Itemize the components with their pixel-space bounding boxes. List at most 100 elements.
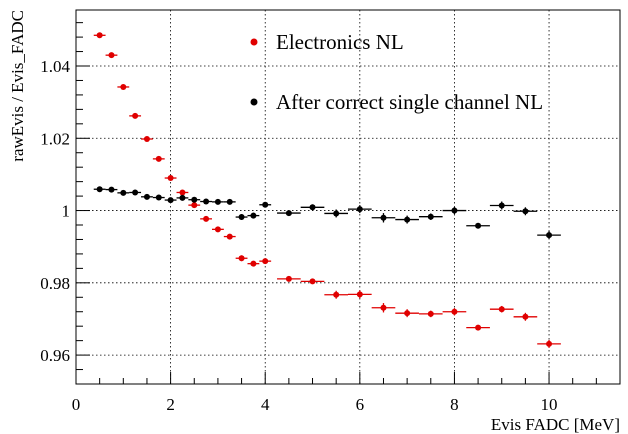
data-point [537,231,561,240]
data-point [141,193,153,200]
data-point [300,278,325,285]
data-point [348,290,372,299]
x-tick-label: 0 [72,395,81,414]
data-point [176,189,189,196]
point-marker [238,214,245,221]
point-marker [179,189,186,196]
data-point [188,196,201,203]
data-point [277,210,301,217]
data-point [93,32,106,39]
data-point [395,309,419,318]
legend-entry-electronics: Electronics NL [250,30,404,54]
data-point [223,233,236,240]
point-marker [226,198,233,205]
y-tick-label: 0.96 [40,346,70,365]
point-marker [132,189,139,196]
data-point [466,222,490,229]
point-marker [262,201,269,208]
data-point [418,213,443,220]
data-point [105,186,118,193]
data-point [176,194,189,201]
data-point [152,155,165,162]
data-point [300,204,325,211]
legend-marker-electronics [250,38,258,46]
x-tick-label: 8 [450,395,459,414]
y-tick-label: 1 [62,202,71,221]
data-point [247,260,260,267]
point-marker [167,175,174,182]
point-marker [214,226,221,233]
data-point [324,209,348,218]
legend-entry-after-correction: After correct single channel NL [250,90,543,114]
point-marker [333,291,340,298]
data-point [200,215,212,222]
data-point [442,206,467,215]
legend-marker-after-correction [250,98,258,106]
data-point [105,52,118,59]
axis-ticks [75,22,597,385]
point-marker [214,198,221,205]
data-point [395,215,419,224]
x-tick-label: 10 [541,395,558,414]
data-point [489,305,514,313]
x-tick-label: 2 [166,395,175,414]
point-marker [191,202,198,209]
legend-label-after-correction: After correct single channel NL [276,90,543,114]
point-marker [203,215,210,222]
legend: Electronics NL After correct single chan… [250,30,543,114]
data-point [164,175,177,182]
point-marker [155,194,162,201]
tick-labels: 0 2 4 6 8 10 0.96 0.98 1 1.02 1.04 [40,57,557,414]
point-marker [427,310,434,317]
point-marker [167,197,174,204]
point-marker [96,186,103,193]
y-tick-label: 0.98 [40,274,70,293]
point-marker [522,208,529,215]
point-marker [356,206,363,213]
data-point [247,212,260,219]
point-marker [451,207,458,214]
x-tick-label: 4 [261,395,270,414]
point-marker [203,198,210,205]
point-marker [120,83,127,90]
point-marker [475,222,482,229]
data-point [371,213,396,223]
y-tick-label: 1.04 [40,57,70,76]
point-marker [285,210,292,217]
point-marker [262,258,269,265]
point-marker [285,275,292,282]
point-marker [522,313,529,320]
point-marker [250,212,257,219]
data-point [324,290,348,299]
data-point [537,339,561,348]
point-marker [380,214,387,221]
point-marker [380,304,387,311]
y-tick-label: 1.02 [40,129,70,148]
data-point [259,258,272,265]
grid [76,10,620,384]
data-point [129,189,142,196]
data-marks [93,32,561,348]
data-point [223,198,236,205]
data-point [466,324,490,331]
data-point [513,312,538,321]
point-marker [108,186,115,193]
data-point [442,308,467,316]
point-marker [498,202,505,209]
series-0 [93,32,561,348]
data-point [93,186,106,193]
data-point [513,207,538,216]
data-point [141,136,153,143]
data-point [117,189,130,196]
point-marker [96,32,103,39]
data-point [152,194,165,201]
point-marker [356,291,363,298]
point-marker [309,278,316,285]
point-marker [120,189,127,196]
data-point [164,197,177,204]
data-point [418,310,443,318]
data-point [235,214,248,221]
point-marker [191,196,198,203]
point-marker [404,310,411,317]
